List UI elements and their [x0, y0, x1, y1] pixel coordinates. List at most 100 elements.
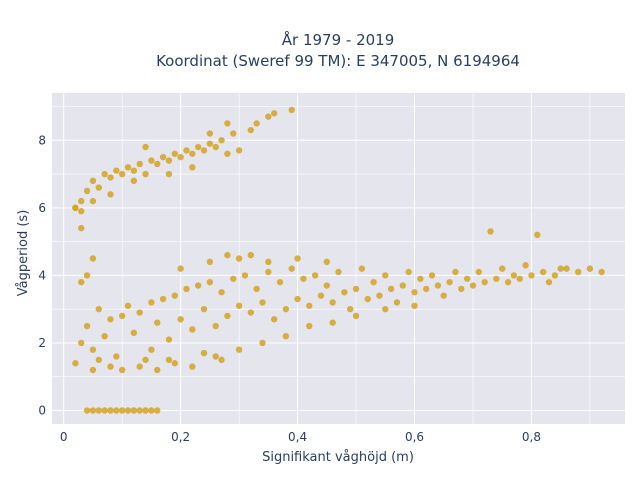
scatter-point — [224, 150, 231, 157]
scatter-point — [516, 275, 523, 282]
scatter-point — [200, 349, 208, 357]
x-tick-label: 0,4 — [288, 430, 307, 444]
scatter-point — [247, 126, 254, 134]
scatter-point — [72, 204, 79, 212]
scatter-point — [113, 167, 120, 174]
scatter-point — [551, 272, 559, 279]
scatter-point — [165, 157, 173, 164]
scatter-point — [206, 140, 214, 147]
scatter-point — [154, 160, 161, 168]
scatter-point — [101, 407, 108, 414]
scatter-point — [329, 299, 336, 306]
scatter-point — [183, 147, 190, 154]
scatter-point — [142, 143, 149, 151]
scatter-point — [510, 272, 518, 279]
scatter-point — [487, 228, 494, 235]
scatter-point — [171, 360, 178, 367]
scatter-point — [89, 407, 97, 414]
scatter-point — [586, 265, 594, 272]
scatter-point — [481, 278, 488, 286]
scatter-point — [189, 363, 196, 370]
scatter-point — [557, 265, 564, 272]
scatter-point — [113, 353, 120, 360]
tick-labels: 0 0,2 0,4 0,6 0,8 0 2 4 6 8 — [38, 133, 541, 444]
scatter-point — [136, 363, 143, 370]
x-tick-label: 0,2 — [171, 430, 190, 444]
scatter-point — [247, 309, 254, 316]
scatter-point — [265, 113, 272, 120]
scatter-point — [247, 251, 254, 259]
scatter-point — [458, 285, 465, 293]
scatter-point — [294, 255, 301, 262]
scatter-point — [95, 407, 102, 414]
scatter-point — [206, 278, 214, 286]
scatter-point — [171, 150, 178, 157]
scatter-point — [352, 312, 360, 320]
scatter-point — [189, 164, 196, 171]
scatter-point — [475, 268, 483, 276]
scatter-point — [142, 170, 149, 178]
scatter-point — [177, 153, 184, 161]
scatter-point — [95, 305, 102, 313]
scatter-point — [218, 289, 225, 296]
scatter-point — [346, 305, 354, 313]
scatter-point — [259, 299, 266, 306]
scatter-point — [154, 319, 161, 326]
scatter-point — [528, 272, 535, 279]
scatter-point — [165, 170, 173, 178]
scatter-point — [142, 356, 149, 364]
scatter-point — [177, 316, 184, 323]
scatter-point — [311, 272, 319, 279]
scatter-point — [218, 137, 225, 144]
scatter-point — [142, 407, 149, 414]
scatter-point — [575, 268, 582, 276]
scatter-point — [241, 272, 249, 279]
y-tick-label: 0 — [38, 403, 46, 417]
scatter-point — [95, 184, 102, 191]
scatter-point — [200, 147, 208, 154]
scatter-point — [130, 177, 138, 185]
scatter-point — [329, 319, 336, 326]
scatter-point — [78, 197, 85, 205]
scatter-point — [124, 302, 132, 309]
scatter-point — [124, 407, 132, 414]
scatter-point — [177, 265, 184, 272]
scatter-point — [148, 299, 155, 306]
scatter-point — [78, 278, 85, 286]
scatter-point — [107, 316, 114, 323]
scatter-point — [130, 167, 138, 174]
scatter-point — [393, 299, 401, 306]
scatter-point — [306, 302, 313, 309]
scatter-point — [230, 275, 237, 282]
scatter-point — [534, 231, 541, 239]
scatter-point — [446, 278, 453, 286]
scatter-point — [270, 316, 278, 323]
scatter-point — [452, 268, 459, 276]
scatter-point — [417, 275, 424, 282]
scatter-point — [107, 363, 114, 370]
scatter-point — [323, 282, 331, 289]
scatter-point — [78, 339, 85, 347]
scatter-point — [376, 292, 383, 299]
scatter-point — [282, 305, 290, 313]
scatter-point — [212, 143, 219, 151]
scatter-point — [136, 407, 143, 414]
scatter-point — [504, 278, 512, 286]
scatter-point — [148, 346, 155, 353]
scatter-point — [358, 265, 366, 272]
chart-title-line-1: År 1979 - 2019 — [282, 30, 395, 49]
scatter-point — [89, 346, 97, 353]
scatter-point — [83, 272, 91, 279]
scatter-point — [130, 329, 138, 337]
scatter-point — [434, 282, 442, 289]
scatter-point — [118, 366, 126, 374]
scatter-point — [253, 120, 260, 127]
scatter-point — [113, 407, 120, 414]
scatter-point — [235, 255, 243, 262]
scatter-point — [118, 170, 126, 178]
scatter-point — [194, 143, 202, 151]
scatter-point — [440, 292, 447, 299]
scatter-point — [224, 312, 231, 320]
y-tick-label: 6 — [38, 201, 46, 215]
scatter-point — [563, 265, 570, 272]
